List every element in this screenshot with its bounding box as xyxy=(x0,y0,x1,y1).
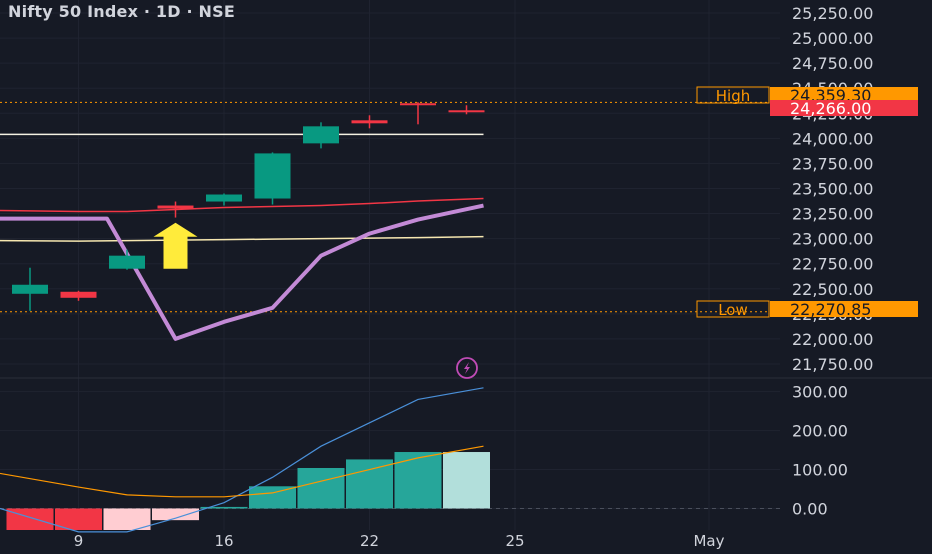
histogram-bar xyxy=(394,452,442,509)
candle-body xyxy=(351,120,388,124)
red-indicator-line xyxy=(0,197,484,213)
signal-line-blue xyxy=(0,387,484,533)
y-tick-label: 24,000.00 xyxy=(792,129,873,148)
osc-y-tick-label: 300.00 xyxy=(792,383,848,402)
x-tick-label: 16 xyxy=(214,532,233,550)
candle-body xyxy=(206,194,242,202)
candle-body xyxy=(157,205,194,209)
y-tick-label: 22,000.00 xyxy=(792,330,873,349)
high-price-label-box xyxy=(696,86,770,104)
candle xyxy=(303,122,339,149)
x-tick-label: 22 xyxy=(360,532,379,550)
histogram-bar xyxy=(249,486,296,509)
chart-title: Nifty 50 Index · 1D · NSE xyxy=(8,2,235,21)
high-price-label-text: High xyxy=(716,87,750,105)
y-tick-label: 23,250.00 xyxy=(792,205,873,224)
candle-body xyxy=(254,153,291,199)
y-tick-label: 22,500.00 xyxy=(792,280,873,299)
histogram-bar xyxy=(443,452,490,509)
candle xyxy=(157,201,194,218)
low-price-label-box xyxy=(696,300,770,318)
last-price: 24,266.00 xyxy=(770,99,918,118)
histogram-bar xyxy=(6,508,54,530)
purple-indicator-line xyxy=(0,203,484,341)
y-tick-label: 25,250.00 xyxy=(792,4,873,23)
low-price: Low 22,270.85 xyxy=(696,300,918,319)
histogram-bar xyxy=(152,508,199,521)
histogram-bar xyxy=(103,508,151,530)
candle xyxy=(448,105,485,115)
x-tick-label: May xyxy=(693,532,724,550)
y-tick-label: 22,750.00 xyxy=(792,255,873,274)
candle-body xyxy=(12,284,48,294)
candle-body xyxy=(60,291,97,298)
candle-body xyxy=(109,255,145,269)
candle-body xyxy=(448,110,485,113)
x-tick-label: 25 xyxy=(505,532,524,550)
candle xyxy=(60,290,97,301)
y-tick-label: 21,750.00 xyxy=(792,355,873,374)
candle xyxy=(12,267,48,311)
y-tick-label: 24,750.00 xyxy=(792,54,873,73)
signal-line-orange xyxy=(0,445,484,498)
x-tick-label: 9 xyxy=(74,532,84,550)
y-tick-label: 23,000.00 xyxy=(792,230,873,249)
candle xyxy=(351,115,388,129)
low-price-value-box xyxy=(770,301,918,317)
candle xyxy=(109,249,145,270)
y-tick-label: 23,500.00 xyxy=(792,179,873,198)
low-price-label-text: Low xyxy=(718,301,748,319)
y-tick-label: 25,000.00 xyxy=(792,29,873,48)
candle xyxy=(206,193,242,206)
high-price-value-box xyxy=(770,87,918,103)
histogram-bar xyxy=(346,459,393,509)
candle-body xyxy=(400,103,436,106)
last-price-value-text: 24,266.00 xyxy=(790,99,871,118)
osc-y-tick-label: 100.00 xyxy=(792,461,848,480)
yellow-indicator-line xyxy=(0,235,484,242)
osc-y-tick-label: 0.00 xyxy=(792,499,828,518)
lightning-glyph xyxy=(464,362,470,374)
histogram-bar xyxy=(297,467,345,509)
osc-y-tick-label: 200.00 xyxy=(792,422,848,441)
candle xyxy=(400,102,436,125)
histogram-bar xyxy=(55,508,102,530)
y-tick-label: 23,750.00 xyxy=(792,154,873,173)
last-price-value-box xyxy=(770,100,918,116)
lightning-icon xyxy=(456,357,478,379)
candle-body xyxy=(303,126,339,144)
buy-arrow xyxy=(153,222,198,269)
histogram-bar xyxy=(200,506,248,509)
low-price-value-text: 22,270.85 xyxy=(790,300,871,319)
candle xyxy=(254,152,291,205)
